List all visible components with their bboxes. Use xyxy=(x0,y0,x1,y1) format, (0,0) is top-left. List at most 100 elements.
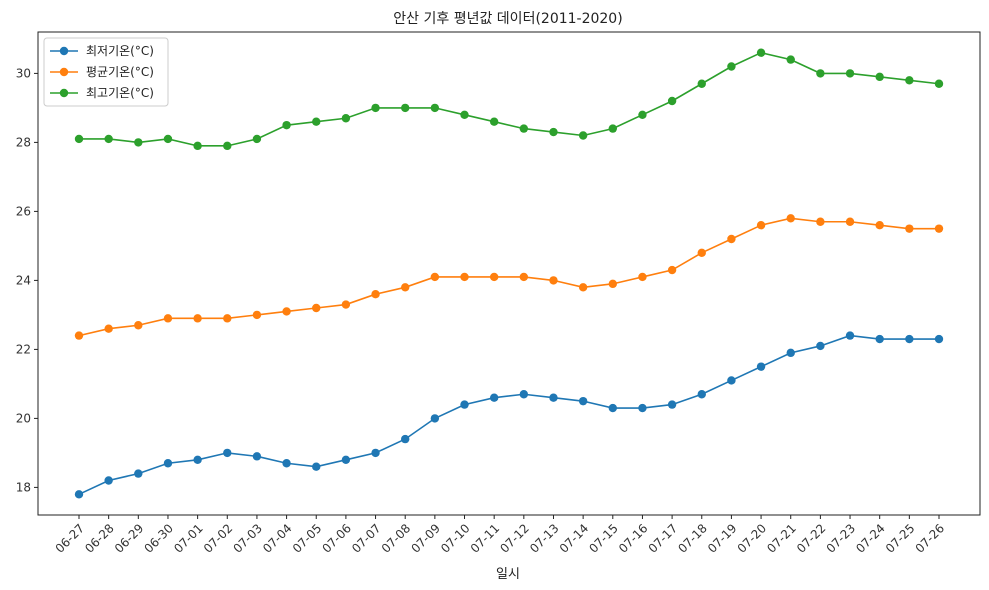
data-point xyxy=(697,79,706,88)
data-point xyxy=(905,76,914,85)
data-point xyxy=(401,103,410,113)
legend-marker xyxy=(59,67,69,77)
x-tick-label: 07-18 xyxy=(675,521,710,556)
x-axis-title: 일시 xyxy=(496,567,520,582)
data-point xyxy=(371,448,380,458)
data-point xyxy=(341,114,351,123)
x-tick-label: 07-09 xyxy=(408,521,443,556)
data-point xyxy=(549,276,558,285)
data-point xyxy=(282,307,291,316)
data-point xyxy=(934,79,944,88)
data-point xyxy=(727,234,736,244)
data-point xyxy=(341,300,351,309)
data-point xyxy=(460,272,469,282)
data-point xyxy=(934,334,944,344)
legend-marker xyxy=(59,88,69,98)
chart-title: 안산 기후 평년값 데이터(2011-2020) xyxy=(393,11,622,27)
data-point xyxy=(786,348,795,358)
plot-frame xyxy=(37,31,981,516)
x-tick-label: 07-05 xyxy=(290,521,325,556)
data-point xyxy=(371,103,380,113)
data-point xyxy=(193,314,202,323)
data-point xyxy=(252,310,262,320)
x-tick-label: 07-17 xyxy=(646,521,681,556)
series-layer xyxy=(74,48,944,499)
data-point xyxy=(489,272,499,282)
x-tick-label: 07-03 xyxy=(230,521,265,556)
x-tick-label: 07-07 xyxy=(349,521,384,556)
data-point xyxy=(697,248,706,257)
data-point xyxy=(430,103,440,113)
data-point xyxy=(74,490,84,499)
data-point xyxy=(371,290,380,299)
y-tick-label: 18 xyxy=(16,480,31,494)
legend-marker xyxy=(59,46,69,56)
data-point xyxy=(134,321,143,330)
data-point xyxy=(608,124,617,133)
data-point xyxy=(134,469,143,478)
x-tick-label: 06-30 xyxy=(142,521,177,556)
x-tick-label: 07-11 xyxy=(468,521,503,556)
data-point xyxy=(727,62,736,71)
data-point xyxy=(756,48,766,57)
data-point xyxy=(74,134,84,144)
data-point xyxy=(401,283,410,292)
x-tick-label: 07-15 xyxy=(586,521,621,556)
data-point xyxy=(74,331,84,340)
data-point xyxy=(489,117,499,126)
x-axis-ticks: 06-2706-2806-2906-3007-0107-0207-0307-04… xyxy=(53,515,948,556)
data-point xyxy=(549,127,558,137)
data-point xyxy=(756,362,766,371)
data-point xyxy=(223,448,232,458)
data-point xyxy=(638,403,647,413)
x-tick-label: 07-21 xyxy=(764,521,799,556)
data-point xyxy=(667,265,677,275)
data-point xyxy=(519,124,529,133)
plot-area xyxy=(37,31,981,516)
series-line xyxy=(79,51,940,147)
x-tick-label: 07-06 xyxy=(319,521,354,556)
x-tick-label: 07-13 xyxy=(527,521,562,556)
x-tick-label: 06-29 xyxy=(112,521,147,556)
series-2 xyxy=(74,48,944,151)
data-point xyxy=(667,400,677,409)
data-point xyxy=(786,55,795,64)
y-tick-label: 20 xyxy=(16,411,31,425)
x-tick-label: 07-26 xyxy=(913,521,948,556)
data-point xyxy=(223,314,232,323)
data-point xyxy=(163,134,173,144)
data-point xyxy=(549,393,558,402)
data-point xyxy=(312,117,321,126)
data-point xyxy=(816,217,825,226)
legend-label: 최고기온(°C) xyxy=(86,86,154,100)
data-point xyxy=(934,224,944,233)
data-point xyxy=(104,324,113,333)
data-point xyxy=(816,69,825,78)
data-point xyxy=(875,72,884,82)
data-point xyxy=(638,110,647,120)
data-point xyxy=(430,272,440,282)
data-point xyxy=(756,221,766,230)
data-point xyxy=(282,120,291,130)
x-tick-label: 07-16 xyxy=(616,521,651,556)
data-point xyxy=(430,414,440,423)
data-point xyxy=(578,283,588,292)
series-1 xyxy=(74,214,944,340)
data-point xyxy=(816,341,825,351)
data-point xyxy=(519,272,529,282)
data-point xyxy=(163,459,173,468)
series-0 xyxy=(74,331,944,499)
data-point xyxy=(341,455,351,464)
data-point xyxy=(905,224,914,233)
data-point xyxy=(282,459,291,468)
x-tick-label: 07-14 xyxy=(557,521,592,556)
data-point xyxy=(845,69,855,78)
x-tick-label: 07-24 xyxy=(853,521,888,556)
data-point xyxy=(697,390,706,399)
data-point xyxy=(312,303,321,313)
data-point xyxy=(519,390,529,399)
data-point xyxy=(727,376,736,385)
y-tick-label: 26 xyxy=(16,204,31,218)
